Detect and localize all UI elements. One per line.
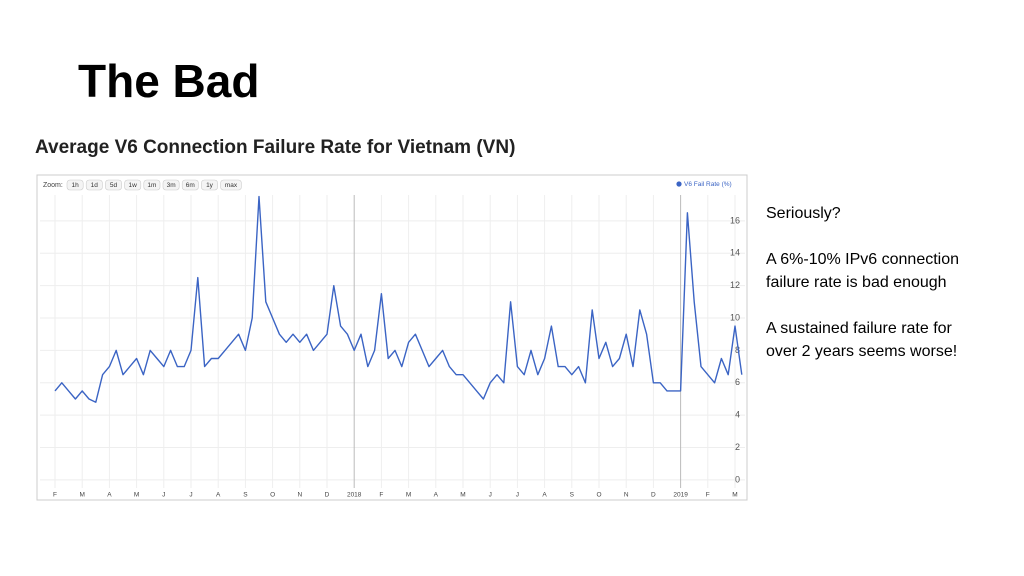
zoom-button[interactable]: 6m <box>181 179 199 191</box>
zoom-button-label: 1w <box>129 182 138 189</box>
zoom-button[interactable]: 1d <box>85 179 103 191</box>
zoom-button-box <box>220 179 242 191</box>
zoom-button-label: 1h <box>71 182 79 189</box>
zoom-button-label: 1d <box>91 182 99 189</box>
x-tick-label: N <box>297 492 302 499</box>
zoom-button-box <box>143 179 161 191</box>
x-tick-label: A <box>434 492 439 499</box>
y-tick-label: 2 <box>735 442 740 452</box>
zoom-button[interactable]: 1y <box>201 179 218 191</box>
zoom-button[interactable]: 1m <box>143 179 161 191</box>
x-tick-label: A <box>107 492 112 499</box>
y-tick-label: 0 <box>735 474 740 484</box>
x-tick-label: S <box>243 492 248 499</box>
x-tick-label: N <box>624 492 629 499</box>
x-tick-label: D <box>651 492 656 499</box>
chart-title: Average V6 Connection Failure Rate for V… <box>35 137 516 158</box>
x-tick-label: O <box>596 492 601 499</box>
chart-frame <box>36 174 748 501</box>
zoom-label: Zoom: <box>43 182 63 189</box>
note: Seriously? <box>766 205 841 222</box>
y-tick-label: 6 <box>735 377 740 387</box>
x-tick-label: S <box>570 492 575 499</box>
zoom-button-label: max <box>225 182 238 189</box>
x-tick-label: A <box>542 492 547 499</box>
zoom-button-label: 1y <box>206 182 214 189</box>
zoom-button[interactable]: 1w <box>124 179 142 191</box>
x-tick-label: 2018 <box>347 492 362 499</box>
zoom-button-label: 1m <box>147 182 156 189</box>
note: A sustained failure rate for over 2 year… <box>766 320 958 360</box>
x-tick-label: M <box>406 492 411 499</box>
legend-swatch <box>676 181 682 187</box>
zoom-button-box <box>201 179 218 191</box>
zoom-button-box <box>105 179 122 191</box>
x-tick-label: A <box>216 492 221 499</box>
x-tick-label: F <box>706 492 710 499</box>
zoom-button[interactable]: 3m <box>162 179 180 191</box>
zoom-button-box <box>66 179 84 191</box>
x-tick-label: 2019 <box>673 492 688 499</box>
x-tick-label: J <box>162 492 165 499</box>
zoom-button-box <box>124 179 142 191</box>
x-tick-label: F <box>53 492 57 499</box>
notes: Seriously? A 6%-10% IPv6 connection failu… <box>766 202 986 386</box>
x-tick-label: J <box>189 492 192 499</box>
x-tick-label: M <box>79 492 84 499</box>
zoom-button[interactable]: 1h <box>66 179 84 191</box>
x-tick-label: O <box>270 492 275 499</box>
zoom-button[interactable]: max <box>220 179 242 191</box>
note: A 6%-10% IPv6 connection failure rate is… <box>766 251 960 291</box>
x-tick-label: D <box>325 492 330 499</box>
x-tick-label: M <box>732 492 737 499</box>
y-tick-label: 8 <box>735 345 740 355</box>
zoom-button-box <box>162 179 180 191</box>
slide-title: The Bad <box>78 55 260 107</box>
zoom-button-label: 3m <box>167 182 176 189</box>
zoom-button-box <box>181 179 199 191</box>
x-tick-label: J <box>489 492 492 499</box>
x-tick-label: M <box>134 492 139 499</box>
legend-label: V6 Fail Rate (%) <box>684 181 732 188</box>
zoom-button-label: 6m <box>186 182 195 189</box>
series-line <box>54 195 743 403</box>
zoom-button-label: 5d <box>110 182 118 189</box>
zoom-button-box <box>85 179 103 191</box>
x-tick-label: J <box>516 492 519 499</box>
zoom-button[interactable]: 5d <box>105 179 122 191</box>
x-tick-label: M <box>460 492 465 499</box>
x-tick-label: F <box>379 492 383 499</box>
y-tick-label: 4 <box>735 410 740 420</box>
